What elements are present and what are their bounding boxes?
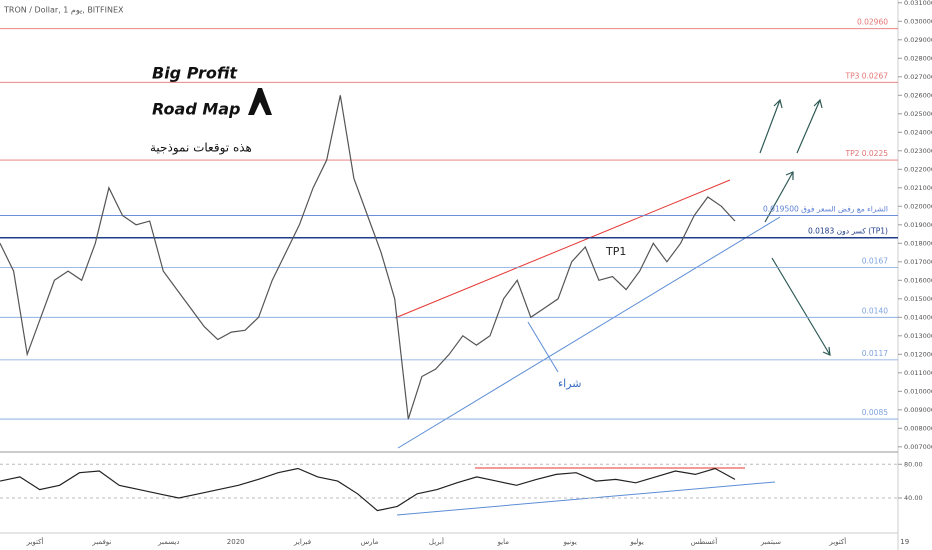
y-tick-label: 0.015000 xyxy=(904,295,932,303)
y-tick-label: 0.010000 xyxy=(904,387,932,395)
y-tick-label: 80.00 xyxy=(904,460,923,468)
x-tick-label: مارس xyxy=(361,538,379,546)
level-label: 0.02960 xyxy=(857,18,888,27)
x-tick-label: أكتوبر xyxy=(828,537,846,546)
x-tick-label: 2020 xyxy=(227,538,245,546)
y-tick-label: 0.028000 xyxy=(904,54,932,62)
level-label: TP2 0.0225 xyxy=(844,149,888,158)
rsi-trend-line xyxy=(396,481,776,516)
y-tick-label: 0.009000 xyxy=(904,406,932,414)
y-tick-label: 0.024000 xyxy=(904,128,932,136)
level-label: 0.0117 xyxy=(862,349,888,358)
x-tick-label: يوليو xyxy=(629,538,643,546)
trend-line xyxy=(397,216,781,449)
y-tick-label: 0.017000 xyxy=(904,258,932,266)
price-line xyxy=(0,467,736,512)
y-tick-label: 0.030000 xyxy=(904,17,932,25)
y-tick-label: 40.00 xyxy=(904,494,923,502)
trend-line xyxy=(394,179,731,319)
price-line xyxy=(0,95,736,420)
y-tick-label: 0.007000 xyxy=(904,443,932,451)
level-label: TP3 0.0267 xyxy=(844,71,888,80)
level-label: كسر دون 0.0183 (TP1) xyxy=(808,227,888,236)
y-tick-label: 0.019000 xyxy=(904,221,932,229)
level-label: 0.0167 xyxy=(862,256,888,265)
headline: Big Profit xyxy=(152,64,238,83)
annotation: شراء xyxy=(558,377,582,390)
y-tick-label: 0.008000 xyxy=(904,424,932,432)
x-tick-label: مايو xyxy=(497,538,510,546)
y-tick-label: 0.026000 xyxy=(904,91,932,99)
x-tick-label: ديسمبر xyxy=(157,538,179,546)
y-tick-label: 0.020000 xyxy=(904,202,932,210)
arrows xyxy=(759,98,831,356)
y-tick-label: 0.011000 xyxy=(904,369,932,377)
level-label: 0.0140 xyxy=(862,306,888,315)
x-tick-label: أغسطس xyxy=(691,537,718,546)
y-tick-label: 0.022000 xyxy=(904,165,932,173)
level-label: الشراء مع رفض السعر فوق 0.019500 xyxy=(763,205,888,214)
chart-title: TRON / Dollar, 1 يوم, BITFINEX xyxy=(3,6,124,15)
x-tick-label: يونيو xyxy=(563,538,577,546)
y-tick-label: 0.029000 xyxy=(904,36,932,44)
y-tick-label: 0.023000 xyxy=(904,147,932,155)
y-tick-label: 0.014000 xyxy=(904,313,932,321)
y-tick-label: 0.012000 xyxy=(904,350,932,358)
y-tick-label: 0.018000 xyxy=(904,239,932,247)
x-tick-label: أكتوبر xyxy=(26,537,44,546)
y-tick-label: 0.016000 xyxy=(904,276,932,284)
x-tick-label: نوفمبر xyxy=(91,538,111,546)
y-tick-label: 0.013000 xyxy=(904,332,932,340)
subtitle: هذه توقعات نموذجية xyxy=(150,141,252,156)
x-tick-label: 19 xyxy=(900,538,909,546)
arrow xyxy=(527,321,559,373)
annotation: TP1 xyxy=(605,245,626,258)
level-label: 0.0085 xyxy=(862,408,888,417)
logo xyxy=(248,88,272,115)
y-tick-label: 0.021000 xyxy=(904,184,932,192)
x-tick-label: فبراير xyxy=(293,538,311,546)
y-tick-label: 0.031000 xyxy=(904,0,932,7)
x-tick-label: أبريل xyxy=(429,537,444,546)
y-tick-label: 0.027000 xyxy=(904,73,932,81)
headline: Road Map xyxy=(152,100,241,119)
x-tick-label: سبتمبر xyxy=(760,538,781,546)
y-tick-label: 0.025000 xyxy=(904,110,932,118)
